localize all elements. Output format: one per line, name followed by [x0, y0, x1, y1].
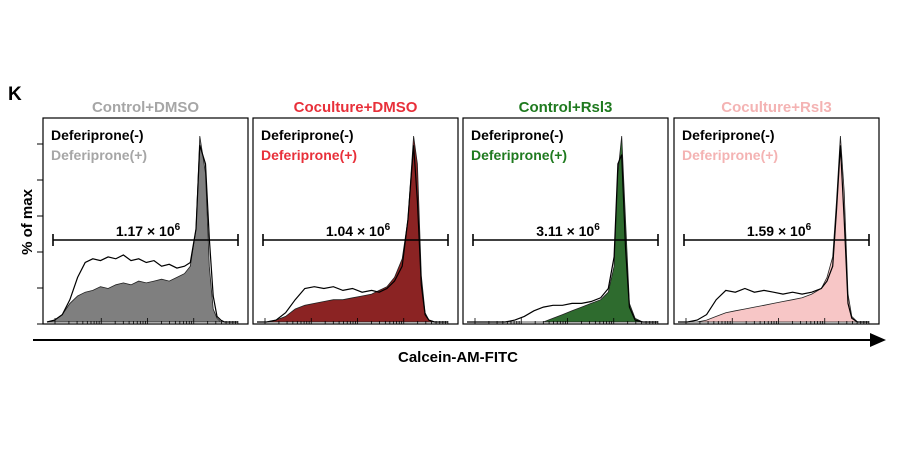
histogram-panel: Control+Rsl3 Deferiprone(-) Deferiprone(+)… [462, 99, 669, 325]
panel-title: Control+DMSO [92, 99, 199, 116]
filled-histogram [46, 135, 238, 323]
legend-entry: Deferiprone(+) [261, 147, 357, 163]
outline-histogram [46, 145, 238, 323]
filled-histogram [678, 135, 869, 323]
panel-title: Control+Rsl3 [519, 99, 613, 116]
x-axis-label: Calcein-AM-FITC [398, 349, 518, 366]
legend-entry: Deferiprone(-) [261, 127, 354, 143]
histogram-panel: Coculture+DMSO Deferiprone(-) Deferiprone(… [252, 99, 459, 325]
y-axis-label: % of max [19, 188, 36, 255]
legend-entry: Deferiprone(-) [51, 127, 144, 143]
histogram-panels: Control+DMSO Deferiprone(-) Deferiprone(+)… [37, 99, 880, 325]
panel-title: Coculture+Rsl3 [721, 99, 831, 116]
histogram-panel: Control+DMSO Deferiprone(-) Deferiprone(+)… [37, 99, 249, 325]
gate-value: 1.17 × 106 [116, 222, 181, 239]
outline-histogram [257, 145, 448, 323]
legend-entry: Deferiprone(-) [471, 127, 564, 143]
legend-entry: Deferiprone(+) [682, 147, 778, 163]
panel-title: Coculture+DMSO [294, 99, 418, 116]
outline-histogram [678, 145, 869, 323]
legend-entry: Deferiprone(+) [471, 147, 567, 163]
gate-value: 1.04 × 106 [326, 222, 391, 239]
panel-label: K [8, 84, 22, 105]
legend-entry: Deferiprone(+) [51, 147, 147, 163]
histogram-panel: Coculture+Rsl3 Deferiprone(-) Deferiprone(… [673, 99, 880, 325]
x-axis-arrowhead [870, 333, 886, 347]
gate-value: 1.59 × 106 [747, 222, 812, 239]
gate-value: 3.11 × 106 [536, 222, 600, 239]
outline-histogram [467, 154, 658, 323]
legend-entry: Deferiprone(-) [682, 127, 775, 143]
